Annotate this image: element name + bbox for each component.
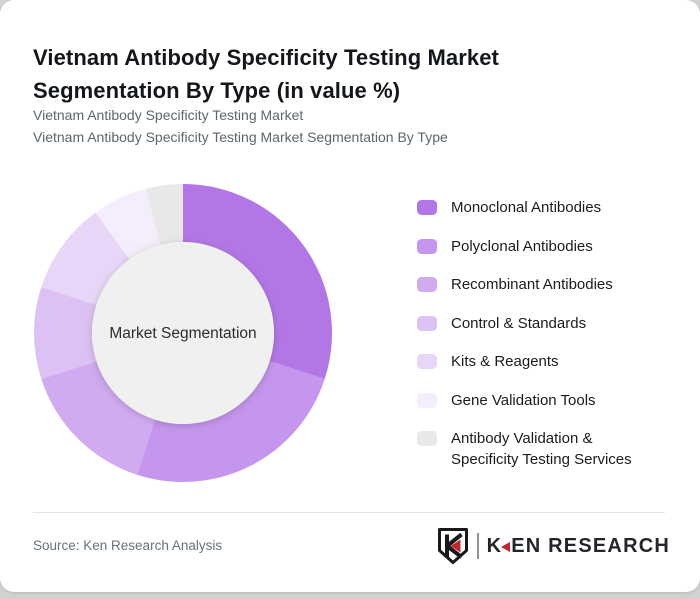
legend-swatch: [417, 315, 437, 331]
legend-label: Polyclonal Antibodies: [451, 237, 593, 255]
legend-item: Kits & Reagents: [417, 351, 657, 372]
donut-segment-4: [41, 212, 130, 305]
legend-label: Kits & Reagents: [451, 353, 559, 370]
ken-research-badge-icon: [437, 528, 468, 564]
logo-red-triangle-icon: [501, 541, 511, 552]
donut-segment-3: [33, 286, 97, 380]
donut-segment-0: [183, 184, 333, 380]
ken-research-logo: K EN RESEARCH: [436, 526, 670, 566]
source-text: Source: Ken Research Analysis: [33, 538, 223, 553]
logo-divider-bar: [476, 533, 479, 559]
legend-item: Monoclonal Antibodies: [417, 197, 657, 218]
logo-wordmark-rest: EN RESEARCH: [511, 534, 670, 557]
legend-label: Recombinant Antibodies: [451, 276, 613, 293]
legend-label: Monoclonal Antibodies: [451, 199, 602, 216]
donut-segment-1: [136, 361, 325, 483]
legend: Monoclonal Antibodies Polyclonal Antibodi…: [417, 197, 657, 488]
legend-item: Control & Standards: [417, 313, 657, 334]
page-title: Vietnam Antibody Specificity Testing Mar…: [33, 44, 499, 103]
legend-swatch: [417, 354, 437, 369]
donut-hole: [92, 242, 274, 424]
legend-swatch: [417, 200, 437, 215]
legend-label: Gene Validation Tools: [451, 391, 596, 409]
legend-swatch: [417, 277, 437, 292]
legend-item: Gene Validation Tools: [417, 390, 657, 411]
legend-item: Antibody Validation & Specificity Testin…: [417, 428, 657, 470]
subtitle-line-1: Vietnam Antibody Specificity Testing Mar…: [33, 107, 304, 123]
footer-divider: [33, 512, 665, 513]
legend-label: Antibody Validation & Specificity Testin…: [451, 430, 632, 468]
donut-segment-2: [41, 361, 155, 475]
donut-chart: Market Segmentation: [33, 184, 333, 483]
logo-wordmark: K EN RESEARCH: [487, 535, 670, 558]
chart-subtitle: Vietnam Antibody Specificity Testing Mar…: [33, 104, 633, 148]
legend-label: Control & Standards: [451, 314, 587, 332]
logo-letter-k: K: [486, 534, 503, 557]
legend-swatch: [417, 392, 437, 408]
legend-swatch: [417, 431, 437, 446]
donut-segment-6: [145, 184, 183, 245]
subtitle-line-2: Vietnam Antibody Specificity Testing Mar…: [33, 129, 448, 145]
legend-item: Polyclonal Antibodies: [417, 236, 657, 257]
donut-segment-5: [95, 188, 161, 260]
legend-swatch: [417, 238, 437, 254]
donut-center-label: Market Segmentation: [109, 325, 256, 342]
legend-item: Recombinant Antibodies: [417, 274, 657, 295]
